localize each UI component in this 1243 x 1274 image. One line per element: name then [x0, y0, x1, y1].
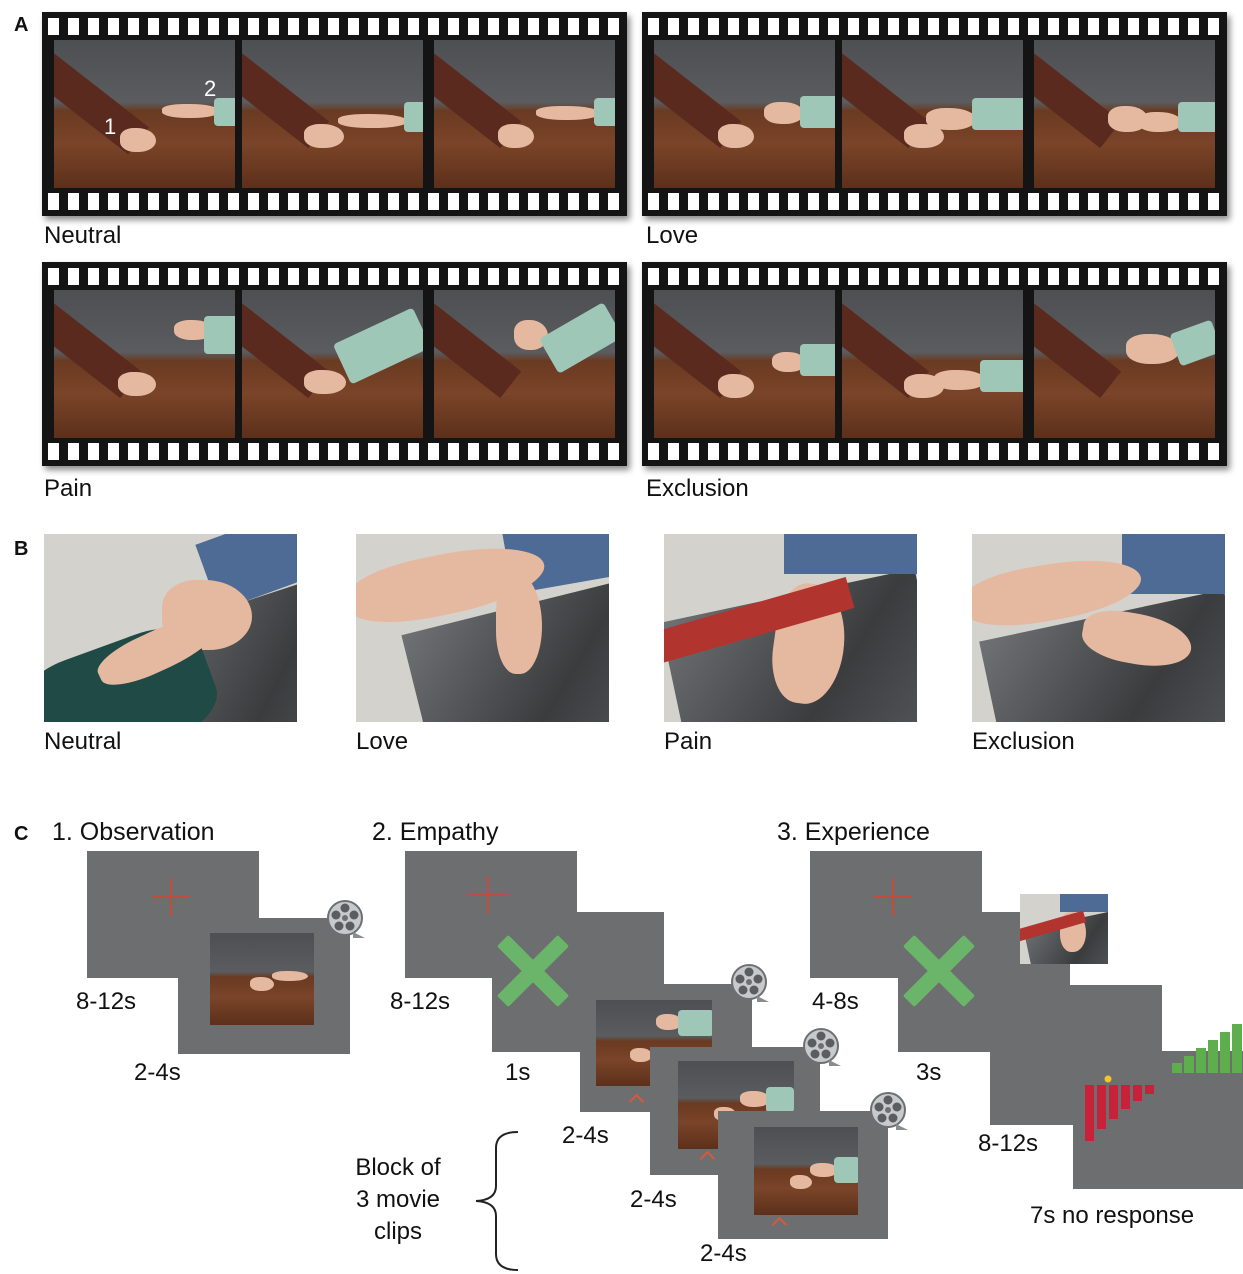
clip-screen	[178, 918, 350, 1054]
rating-bar-red	[1121, 1085, 1130, 1109]
movie-clip-thumbnail	[754, 1127, 858, 1215]
film-frame: 1 2	[54, 40, 235, 188]
block-label-line: clips	[373, 1218, 422, 1245]
phase-title-observation: 1. Observation	[52, 818, 215, 846]
film-strip-exclusion	[642, 262, 1227, 466]
photo-caption-neutral: Neutral	[44, 728, 122, 755]
film-frame	[842, 290, 1023, 438]
duration-label: 8-12s	[76, 988, 137, 1015]
rating-caret-icon	[771, 1216, 788, 1233]
hand-marker-2: 2	[204, 76, 217, 101]
photo-caption-pain: Pain	[664, 728, 713, 755]
duration-label: 2-4s	[630, 1186, 677, 1213]
photo-caption-love: Love	[356, 728, 409, 755]
rating-bar-red	[1133, 1085, 1142, 1101]
panel-a-label: A	[14, 14, 29, 36]
hand-marker-1: 1	[104, 114, 117, 139]
experience-photo	[1020, 894, 1108, 964]
block-brace	[475, 1131, 519, 1271]
sprocket-row	[648, 443, 1221, 460]
film-strip-pain	[42, 262, 627, 466]
film-frame	[434, 290, 615, 438]
rating-bar-red	[1085, 1085, 1094, 1141]
rating-bar-green	[1196, 1048, 1206, 1073]
rating-scale-green	[1172, 1024, 1242, 1073]
strip-caption-pain: Pain	[44, 475, 93, 502]
film-frame	[842, 40, 1023, 188]
photo-neutral	[44, 534, 297, 722]
film-strip-love	[642, 12, 1227, 216]
rating-bar-green	[1172, 1063, 1182, 1073]
rating-caret-icon	[699, 1150, 716, 1167]
panel-b-label: B	[14, 538, 29, 560]
sprocket-row	[48, 443, 621, 460]
rating-screen	[1073, 1051, 1243, 1189]
rating-bar-green	[1208, 1040, 1218, 1073]
strip-caption-neutral: Neutral	[44, 222, 122, 249]
duration-label: 3s	[916, 1059, 942, 1086]
strip-caption-exclusion: Exclusion	[646, 475, 749, 502]
block-label-line: Block of	[355, 1154, 441, 1181]
film-strip-neutral: 1 2	[42, 12, 627, 216]
duration-label: 2-4s	[134, 1059, 181, 1086]
duration-label: 2-4s	[562, 1122, 609, 1149]
clip-screen	[718, 1111, 888, 1239]
rating-scale	[1085, 1075, 1154, 1141]
photo-caption-exclusion: Exclusion	[972, 728, 1075, 755]
green-x-cue	[904, 936, 974, 1006]
film-frame	[1034, 40, 1215, 188]
film-frame	[654, 290, 835, 438]
block-label-line: 3 movie	[355, 1186, 441, 1213]
rating-bar-green	[1232, 1024, 1242, 1073]
photo-pain	[664, 534, 917, 722]
block-label: Block of 3 movie clips	[338, 1152, 458, 1248]
film-frame	[1034, 290, 1215, 438]
sprocket-row	[648, 193, 1221, 210]
fixation-cross	[874, 878, 912, 916]
fixation-cross	[469, 876, 507, 914]
rating-bar-red	[1145, 1085, 1154, 1094]
sprocket-row	[48, 268, 621, 285]
sprocket-row	[48, 193, 621, 210]
movie-clip-thumbnail	[210, 933, 314, 1025]
film-reel-icon	[731, 964, 769, 1002]
film-reel-icon	[870, 1092, 908, 1130]
photo-exclusion	[972, 534, 1225, 722]
sprocket-row	[648, 18, 1221, 35]
film-frame	[54, 290, 235, 438]
film-frame	[242, 40, 423, 188]
film-frame	[654, 40, 835, 188]
duration-label: 8-12s	[390, 988, 451, 1015]
fixation-cross	[152, 878, 190, 916]
film-reel-icon	[327, 900, 365, 938]
phase-title-empathy: 2. Empathy	[372, 818, 499, 846]
rating-caret-icon	[628, 1093, 645, 1110]
rating-bar-green	[1220, 1032, 1230, 1073]
sprocket-row	[648, 268, 1221, 285]
rating-bar-red	[1109, 1085, 1118, 1119]
duration-label: 1s	[505, 1059, 531, 1086]
duration-label: 2-4s	[700, 1240, 747, 1267]
rating-bar-red	[1097, 1085, 1106, 1129]
green-x-cue	[498, 936, 568, 1006]
duration-label: 4-8s	[812, 988, 859, 1015]
photo-love	[356, 534, 609, 722]
strip-caption-love: Love	[646, 222, 699, 249]
duration-label: 8-12s	[978, 1130, 1039, 1157]
film-reel-icon	[803, 1028, 841, 1066]
film-frame	[242, 290, 423, 438]
film-frame	[434, 40, 615, 188]
sprocket-row	[48, 18, 621, 35]
panel-c-label: C	[14, 823, 29, 845]
no-response-label: 7s no response	[1030, 1202, 1195, 1229]
rating-bar-green	[1184, 1056, 1194, 1073]
phase-title-experience: 3. Experience	[777, 818, 930, 846]
rating-cursor	[1104, 1075, 1112, 1083]
